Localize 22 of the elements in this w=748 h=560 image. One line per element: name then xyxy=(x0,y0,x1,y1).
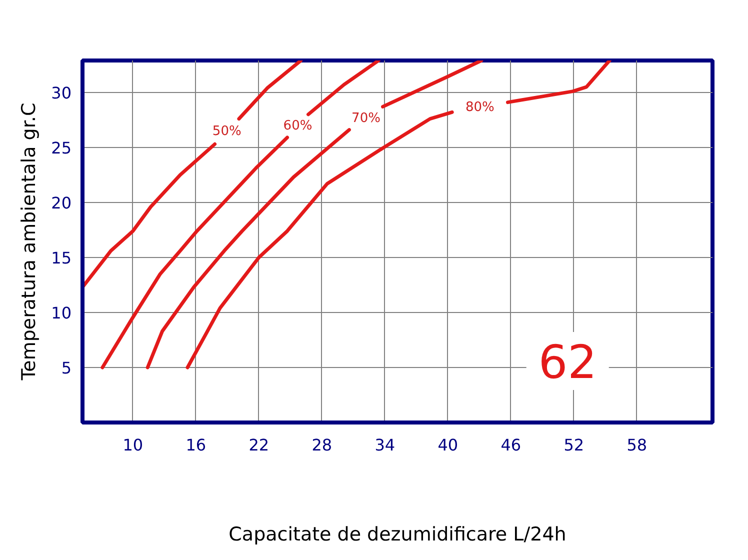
x-tick-label: 34 xyxy=(374,436,396,454)
x-tick-label: 40 xyxy=(438,436,458,454)
x-tick-label: 10 xyxy=(122,436,144,454)
series-label: 70% xyxy=(352,110,380,126)
x-tick-label: 52 xyxy=(564,436,584,454)
y-axis-title: Temperatura ambientala gr.C xyxy=(18,102,40,382)
y-tick-label: 10 xyxy=(51,303,72,322)
y-tick-label: 30 xyxy=(51,83,72,102)
series-label: 50% xyxy=(212,124,242,139)
x-tick-label: 16 xyxy=(186,436,206,454)
y-tick-label: 15 xyxy=(51,248,72,268)
x-tick-label: 28 xyxy=(312,436,332,454)
series-label: 80% xyxy=(465,100,494,115)
y-tick-label: 25 xyxy=(51,138,72,158)
annotation: 62 xyxy=(538,334,597,389)
series-label: 60% xyxy=(283,118,312,134)
x-axis-title: Capacitate de dezumidificare L/24h xyxy=(228,524,566,546)
x-tick-label: 46 xyxy=(500,436,522,454)
x-tick-label: 22 xyxy=(248,436,270,454)
x-tick-label: 58 xyxy=(626,436,648,454)
y-tick-label: 20 xyxy=(51,193,72,212)
y-tick-label: 5 xyxy=(61,358,72,378)
